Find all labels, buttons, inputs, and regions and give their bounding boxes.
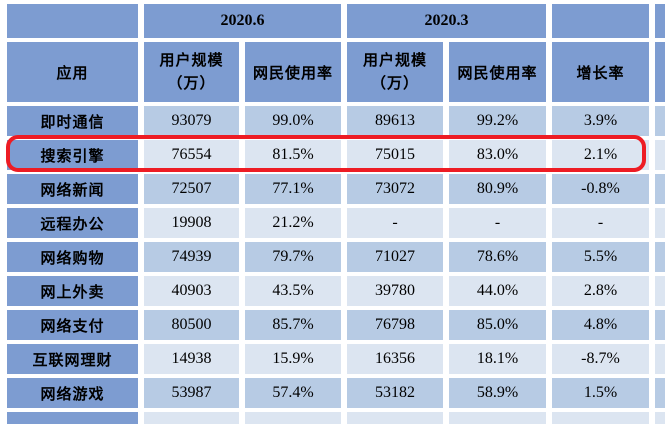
table-row: 远程办公 19908 21.2% - - - bbox=[7, 208, 665, 238]
data-cell: 76554 bbox=[144, 140, 239, 170]
header-usage-rate-2020-6: 网民使用率 bbox=[245, 42, 341, 102]
data-cell: 71027 bbox=[347, 242, 443, 272]
data-cell bbox=[552, 412, 649, 424]
partial-column-cell bbox=[655, 208, 665, 238]
data-cell: 2.1% bbox=[552, 140, 649, 170]
data-cell: - bbox=[552, 208, 649, 238]
table-row: 网络购物 74939 79.7% 71027 78.6% 5.5% bbox=[7, 242, 665, 272]
table-row: 搜索引擎 76554 81.5% 75015 83.0% 2.1% bbox=[7, 140, 665, 170]
table-row-partial bbox=[7, 412, 665, 424]
table-body: 即时通信 93079 99.0% 89613 99.2% 3.9% 搜索引擎 7… bbox=[7, 106, 665, 408]
data-cell bbox=[347, 412, 443, 424]
data-cell: 3.9% bbox=[552, 106, 649, 136]
corner-blank-cell bbox=[7, 4, 138, 38]
data-cell: 58.9% bbox=[449, 378, 546, 408]
data-cell: 74939 bbox=[144, 242, 239, 272]
data-cell bbox=[144, 412, 239, 424]
table-row: 互联网理财 14938 15.9% 16356 18.1% -8.7% bbox=[7, 344, 665, 374]
header-app: 应用 bbox=[7, 42, 138, 102]
data-cell: 14938 bbox=[144, 344, 239, 374]
data-cell: 89613 bbox=[347, 106, 443, 136]
data-cell: 77.1% bbox=[245, 174, 341, 204]
data-cell: 57.4% bbox=[245, 378, 341, 408]
partial-column-cell bbox=[655, 276, 665, 306]
data-cell: 53987 bbox=[144, 378, 239, 408]
data-cell: 78.6% bbox=[449, 242, 546, 272]
data-cell: 44.0% bbox=[449, 276, 546, 306]
data-cell bbox=[449, 412, 546, 424]
table-body-partial bbox=[7, 412, 665, 424]
table-row: 网络游戏 53987 57.4% 53182 58.9% 1.5% bbox=[7, 378, 665, 408]
data-cell bbox=[245, 412, 341, 424]
data-cell: 75015 bbox=[347, 140, 443, 170]
row-label-cell: 互联网理财 bbox=[7, 344, 138, 374]
partial-column-cell bbox=[655, 106, 665, 136]
partial-corner-cell bbox=[655, 4, 665, 38]
data-cell: 18.1% bbox=[449, 344, 546, 374]
table-header: 2020.6 2020.3 应用 用户规模 （万） 网民使用率 用户规模 （万）… bbox=[7, 4, 665, 102]
data-cell: 93079 bbox=[144, 106, 239, 136]
header-user-scale-2020-3: 用户规模 （万） bbox=[347, 42, 443, 102]
data-cell: 1.5% bbox=[552, 378, 649, 408]
row-label-cell bbox=[7, 412, 138, 424]
column-header-row: 应用 用户规模 （万） 网民使用率 用户规模 （万） 网民使用率 增长率 bbox=[7, 42, 665, 102]
data-cell: 15.9% bbox=[245, 344, 341, 374]
period-header-row: 2020.6 2020.3 bbox=[7, 4, 665, 38]
data-cell: 81.5% bbox=[245, 140, 341, 170]
data-cell: - bbox=[347, 208, 443, 238]
data-cell: 5.5% bbox=[552, 242, 649, 272]
growth-blank-cell bbox=[552, 4, 649, 38]
data-cell: 19908 bbox=[144, 208, 239, 238]
data-cell: 83.0% bbox=[449, 140, 546, 170]
period-2020-6-cell: 2020.6 bbox=[144, 4, 341, 38]
data-cell: 79.7% bbox=[245, 242, 341, 272]
data-cell: 85.0% bbox=[449, 310, 546, 340]
data-cell: 73072 bbox=[347, 174, 443, 204]
data-cell: 99.0% bbox=[245, 106, 341, 136]
period-2020-3-cell: 2020.3 bbox=[347, 4, 546, 38]
data-cell: 80.9% bbox=[449, 174, 546, 204]
partial-column-cell bbox=[655, 310, 665, 340]
partial-column-cell bbox=[655, 140, 665, 170]
data-cell: -0.8% bbox=[552, 174, 649, 204]
data-cell: 2.8% bbox=[552, 276, 649, 306]
data-cell: 53182 bbox=[347, 378, 443, 408]
row-label-cell: 远程办公 bbox=[7, 208, 138, 238]
row-label-cell: 即时通信 bbox=[7, 106, 138, 136]
data-cell: 4.8% bbox=[552, 310, 649, 340]
data-cell: 16356 bbox=[347, 344, 443, 374]
header-usage-rate-2020-3: 网民使用率 bbox=[449, 42, 546, 102]
table-row: 即时通信 93079 99.0% 89613 99.2% 3.9% bbox=[7, 106, 665, 136]
table-row: 网上外卖 40903 43.5% 39780 44.0% 2.8% bbox=[7, 276, 665, 306]
row-label-cell: 网上外卖 bbox=[7, 276, 138, 306]
partial-column-cell bbox=[655, 378, 665, 408]
data-cell: -8.7% bbox=[552, 344, 649, 374]
data-cell: 99.2% bbox=[449, 106, 546, 136]
partial-column-cell bbox=[655, 174, 665, 204]
data-cell: 85.7% bbox=[245, 310, 341, 340]
row-label-cell: 搜索引擎 bbox=[7, 140, 138, 170]
data-cell: 72507 bbox=[144, 174, 239, 204]
row-label-cell: 网络游戏 bbox=[7, 378, 138, 408]
table-row: 网络新闻 72507 77.1% 73072 80.9% -0.8% bbox=[7, 174, 665, 204]
row-label-cell: 网络支付 bbox=[7, 310, 138, 340]
partial-column-cell bbox=[655, 242, 665, 272]
partial-column-cell bbox=[655, 412, 665, 424]
data-cell: - bbox=[449, 208, 546, 238]
header-user-scale-2020-6: 用户规模 （万） bbox=[144, 42, 239, 102]
header-growth-rate: 增长率 bbox=[552, 42, 649, 102]
row-label-cell: 网络新闻 bbox=[7, 174, 138, 204]
table-row: 网络支付 80500 85.7% 76798 85.0% 4.8% bbox=[7, 310, 665, 340]
row-label-cell: 网络购物 bbox=[7, 242, 138, 272]
data-cell: 80500 bbox=[144, 310, 239, 340]
data-cell: 43.5% bbox=[245, 276, 341, 306]
partial-column-cell bbox=[655, 344, 665, 374]
data-cell: 76798 bbox=[347, 310, 443, 340]
data-cell: 39780 bbox=[347, 276, 443, 306]
partial-header-cell bbox=[655, 42, 665, 102]
data-cell: 21.2% bbox=[245, 208, 341, 238]
data-cell: 40903 bbox=[144, 276, 239, 306]
